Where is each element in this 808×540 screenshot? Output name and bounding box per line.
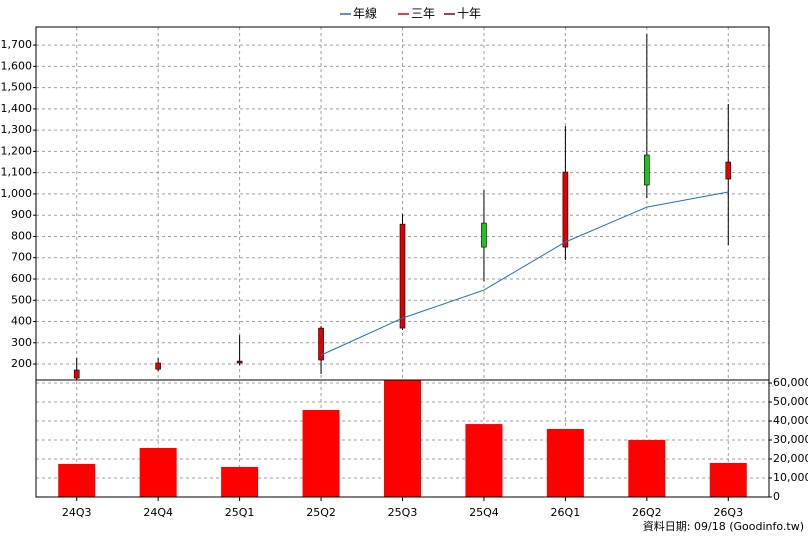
y-tick-label: 1,600 [1,59,33,72]
x-tick-label: 25Q1 [225,506,255,519]
y2-tick-label: 10,000 [773,471,808,484]
volume-bar [302,410,340,497]
y-tick-label: 500 [11,293,32,306]
legend-label: 年線 [353,6,377,21]
y-tick-label: 900 [11,208,32,221]
volume-bar [384,380,421,497]
y-tick-label: 1,200 [1,144,33,157]
x-tick-label: 24Q3 [62,506,92,519]
legend-label: 十年 [457,7,481,21]
x-tick-label: 24Q4 [143,506,173,519]
candle-body [562,171,569,248]
volume-bar [628,440,666,497]
candle-body [644,154,650,186]
y-tick-label: 600 [11,272,32,285]
candle-body [236,360,243,364]
y-tick-label: 300 [11,336,32,349]
y2-tick-label: 20,000 [773,452,808,465]
line-series [320,191,729,356]
candle-body [155,362,161,370]
y2-tick-label: 0 [773,490,780,503]
volume-bar [546,429,584,497]
y2-tick-label: 30,000 [773,433,808,446]
y-tick-label: 1,000 [1,187,33,200]
candle-body [399,223,406,329]
y-tick-label: 400 [11,315,32,328]
y-tick-label: 1,400 [1,102,33,115]
y-tick-label: 1,300 [1,123,33,136]
x-tick-label: 25Q3 [388,506,418,519]
y2-tick-label: 60,000 [773,376,808,389]
candle-body [725,161,732,180]
y-tick-label: 1,700 [1,38,33,51]
footnote: 資料日期: 09/18 (Goodinfo.tw) [643,519,804,533]
y2-tick-label: 40,000 [773,414,808,427]
y-tick-label: 200 [11,357,32,370]
x-tick-label: 26Q2 [632,506,662,519]
y2-tick-label: 50,000 [773,395,808,408]
volume-bar [221,466,259,497]
volume-bar [58,463,96,497]
candle-body [73,369,80,379]
volume-frame [35,379,770,498]
volume-bar [465,424,503,497]
x-tick-label: 26Q3 [713,506,743,519]
y-tick-label: 800 [11,229,32,242]
volume-bar [709,463,747,497]
x-tick-label: 25Q4 [469,506,499,519]
volume-bar [139,447,177,497]
y-tick-label: 700 [11,251,32,264]
candle-body [481,222,487,248]
x-tick-label: 26Q1 [551,506,581,519]
candle-body [318,327,324,361]
legend-label: 三年 [411,7,435,21]
y-tick-label: 1,100 [1,166,33,179]
y-tick-label: 1,500 [1,81,33,94]
x-tick-label: 25Q2 [306,506,336,519]
